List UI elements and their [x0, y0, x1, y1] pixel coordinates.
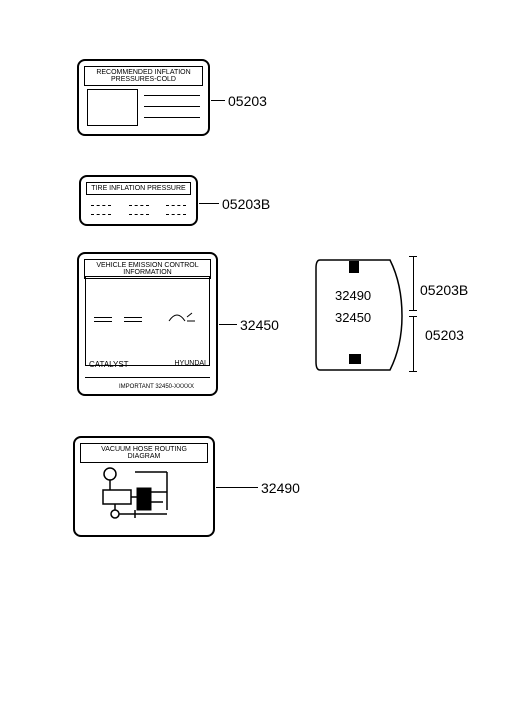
dim-text-05203: 05203 [425, 327, 464, 343]
callout-32450: 32450 [240, 317, 279, 333]
glass-text-32450: 32450 [335, 310, 371, 325]
callout-05203: 05203 [228, 93, 267, 109]
callout-05203b: 05203B [222, 196, 270, 212]
callout-line [199, 203, 219, 204]
bottom-part-text: IMPORTANT 32450-XXXXX [119, 384, 194, 390]
catalyst-text: CATALYST [89, 360, 129, 376]
dim-line-upper [413, 256, 414, 310]
dim-tick [409, 256, 417, 257]
dim-tick [409, 316, 417, 317]
dim-tick [409, 371, 417, 372]
tire-pressure-header: RECOMMENDED INFLATION PRESSURES-COLD [84, 66, 203, 86]
vacuum-hose-header: VACUUM HOSE ROUTING DIAGRAM [80, 443, 208, 463]
callout-line [216, 487, 258, 488]
dim-tick [409, 310, 417, 311]
tire-inflation-label: TIRE INFLATION PRESSURE [79, 175, 198, 226]
callout-32490: 32490 [261, 480, 300, 496]
routing-schematic [85, 462, 205, 532]
tire-pressure-cold-label: RECOMMENDED INFLATION PRESSURES-COLD [77, 59, 210, 136]
tire-inflation-header: TIRE INFLATION PRESSURE [86, 182, 191, 195]
emission-control-label: VEHICLE EMISSION CONTROL INFORMATION CAT… [77, 252, 218, 396]
callout-line [211, 100, 225, 101]
callout-line [219, 324, 237, 325]
glass-bottom-marker [349, 354, 361, 364]
glass-top-marker [349, 261, 359, 273]
dim-line-lower [413, 316, 414, 371]
dim-text-05203b: 05203B [420, 282, 468, 298]
vacuum-hose-label: VACUUM HOSE ROUTING DIAGRAM [73, 436, 215, 537]
hyundai-text: HYUNDAI [174, 360, 206, 376]
glass-text-32490: 32490 [335, 288, 371, 303]
